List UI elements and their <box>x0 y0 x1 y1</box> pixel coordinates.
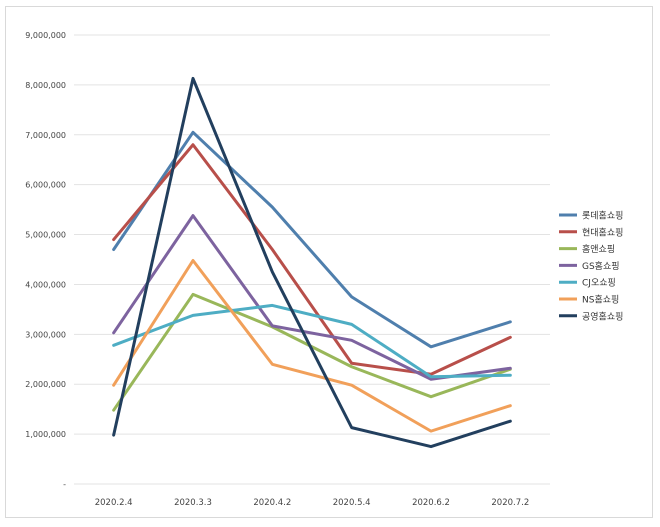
legend-label: 현대홈쇼핑 <box>582 226 623 238</box>
series-line-6 <box>112 76 512 449</box>
series-line-0 <box>112 130 512 349</box>
legend-label: 롯데홈쇼핑 <box>582 210 623 222</box>
y-tick-label: 3,000,000 <box>25 330 66 339</box>
x-tick-label: 2020.3.3 <box>174 498 212 508</box>
legend-label: GS홈쇼핑 <box>582 260 620 272</box>
y-tick-label: 8,000,000 <box>25 81 66 90</box>
line-chart: - 1,000,000 2,000,000 3,000,000 4,000,000 5,0… <box>25 31 623 508</box>
series-line-1 <box>112 143 512 376</box>
y-tick-label: 6,000,000 <box>25 181 66 190</box>
x-axis-ticks: 2020.2.4 2020.3.3 2020.4.2 2020.5.4 2020.6.2… <box>95 498 530 508</box>
chart-frame: - 1,000,000 2,000,000 3,000,000 4,000,000 5,0… <box>5 6 653 518</box>
y-tick-label: 1,000,000 <box>25 430 66 439</box>
series-line-4 <box>112 303 512 379</box>
legend-label: 공영홈쇼핑 <box>582 310 623 322</box>
x-tick-label: 2020.7.2 <box>491 498 529 508</box>
y-tick-label: 4,000,000 <box>25 280 66 289</box>
legend-label: 홈앤쇼핑 <box>582 243 615 255</box>
series-lines <box>112 76 512 449</box>
series-line-3 <box>112 214 512 381</box>
gridlines <box>74 34 550 485</box>
legend-label: NS홈쇼핑 <box>582 294 619 306</box>
series-line-5 <box>112 258 512 433</box>
y-tick-label: 5,000,000 <box>25 231 66 240</box>
legend-label: CJ오쇼핑 <box>582 278 616 289</box>
x-tick-label: 2020.4.2 <box>253 498 291 508</box>
y-tick-label: 2,000,000 <box>25 380 66 389</box>
y-tick-label: 9,000,000 <box>25 31 66 40</box>
x-tick-label: 2020.5.4 <box>333 498 371 508</box>
y-axis-ticks: - 1,000,000 2,000,000 3,000,000 4,000,000 5,0… <box>25 31 66 489</box>
x-tick-label: 2020.6.2 <box>412 498 450 508</box>
y-tick-label: - <box>63 480 66 489</box>
y-tick-label: 7,000,000 <box>25 131 66 140</box>
x-tick-label: 2020.2.4 <box>95 498 133 508</box>
